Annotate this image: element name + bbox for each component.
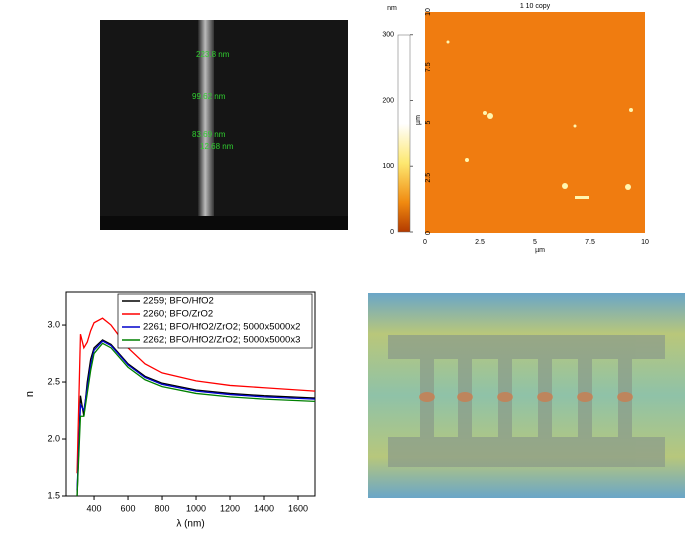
sem-info-bar <box>100 216 348 230</box>
afm-y-tick-label: 7.5 <box>425 62 432 72</box>
sem-image <box>100 20 348 230</box>
legend-box <box>117 293 313 349</box>
series-line <box>76 342 316 497</box>
x-tick-label: 1200 <box>220 503 240 513</box>
afm-x-tick-label: 7.5 <box>585 239 595 246</box>
afm-x-tick-label: 10 <box>641 239 649 246</box>
legend-label: 2259; BFO/HfO2 <box>143 296 214 307</box>
series-line <box>76 317 316 474</box>
field-map <box>368 293 685 498</box>
plot-frame <box>65 291 316 497</box>
sem-panel: 223.8 nm 99.62 nm 83.69 nm 12.68 nm <box>100 20 348 230</box>
legend-label: 2261; BFO/HfO2/ZrO2; 5000x5000x2 <box>143 322 300 333</box>
sem-label: 83.69 nm <box>192 130 226 139</box>
sem-label: 223.8 nm <box>196 50 230 59</box>
afm-panel: 1 10 copy nm µm µm <box>387 3 645 254</box>
sem-label: 12.68 nm <box>200 142 234 151</box>
y-tick-label: 3.0 <box>47 319 60 329</box>
hot-spots <box>419 392 633 402</box>
afm-y-tick-label: 5 <box>425 120 432 124</box>
x-tick-label: 1000 <box>186 503 206 513</box>
y-tick-label: 2.5 <box>47 376 60 386</box>
x-tick-label: 800 <box>155 503 170 513</box>
y-tick-label: 1.5 <box>47 490 60 500</box>
series-line <box>76 339 316 497</box>
colorbar <box>397 34 411 233</box>
x-tick-label: 1400 <box>254 503 274 513</box>
colorbar-tick-label: 300 <box>382 32 394 39</box>
afm-x-tick-label: 5 <box>533 239 537 246</box>
afm-particles <box>446 40 633 199</box>
afm-y-tick-label: 10 <box>425 8 432 16</box>
afm-image <box>425 12 645 233</box>
colorbar-unit: nm <box>387 5 397 12</box>
colorbar-tick-label: 0 <box>390 229 394 236</box>
afm-x-tick-label: 2.5 <box>475 239 485 246</box>
nanowire <box>198 20 214 216</box>
x-axis-label: λ (nm) <box>176 519 204 530</box>
afm-x-label: µm <box>535 247 545 254</box>
afm-x-tick-label: 0 <box>423 239 427 246</box>
afm-y-tick-label: 0 <box>425 231 432 235</box>
series-line <box>76 340 316 491</box>
colorbar-tick-label: 100 <box>382 163 394 170</box>
y-axis-label: n <box>24 391 36 397</box>
y-tick-label: 2.0 <box>47 433 60 443</box>
sem-label: 99.62 nm <box>192 92 226 101</box>
legend-label: 2262; BFO/HfO2/ZrO2; 5000x5000x3 <box>143 335 300 346</box>
x-tick-label: 400 <box>87 503 102 513</box>
x-tick-label: 600 <box>121 503 136 513</box>
legend-label: 2260; BFO/ZrO2 <box>143 309 213 320</box>
simulation-panel <box>368 293 685 498</box>
afm-title: 1 10 copy <box>520 3 551 10</box>
colorbar-tick-label: 200 <box>382 97 394 104</box>
afm-y-label: µm <box>415 115 422 125</box>
x-tick-label: 1600 <box>288 503 308 513</box>
afm-y-tick-label: 2.5 <box>425 173 432 183</box>
